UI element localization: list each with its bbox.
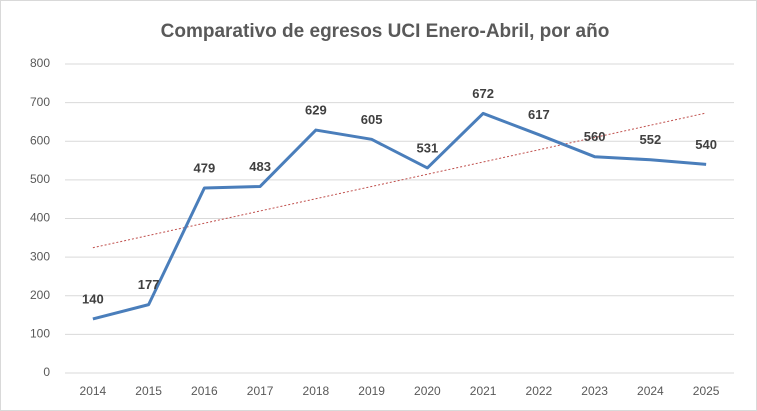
y-tick-label: 0 — [43, 365, 50, 379]
data-label: 629 — [305, 102, 327, 117]
y-tick-label: 600 — [30, 133, 50, 147]
x-tick-label: 2022 — [526, 384, 553, 398]
data-label: 560 — [584, 129, 606, 144]
x-tick-label: 2014 — [80, 384, 107, 398]
data-label: 140 — [82, 291, 104, 306]
x-tick-label: 2024 — [637, 384, 664, 398]
data-line — [92, 111, 707, 321]
x-tick-label: 2023 — [581, 384, 608, 398]
y-tick-label: 400 — [30, 211, 50, 225]
y-tick-label: 500 — [30, 172, 50, 186]
chart-title: Comparativo de egresos UCI Enero-Abril, … — [161, 21, 610, 42]
data-label: 617 — [528, 107, 550, 122]
data-label: 483 — [249, 159, 271, 174]
y-tick-label: 700 — [30, 95, 50, 109]
x-tick-label: 2019 — [358, 384, 385, 398]
data-label: 552 — [640, 132, 662, 147]
y-tick-label: 300 — [30, 249, 50, 263]
y-tick-label: 100 — [30, 327, 50, 341]
x-tick-label: 2018 — [303, 384, 330, 398]
data-label: 177 — [138, 277, 160, 292]
y-tick-label: 800 — [30, 56, 50, 70]
data-label: 672 — [472, 86, 494, 101]
x-tick-label: 2021 — [470, 384, 497, 398]
data-label: 540 — [695, 137, 717, 152]
data-label: 531 — [417, 140, 439, 155]
x-tick-label: 2025 — [693, 384, 720, 398]
x-tick-label: 2020 — [414, 384, 441, 398]
data-label: 605 — [361, 112, 383, 127]
x-tick-label: 2017 — [247, 384, 274, 398]
data-label: 479 — [194, 160, 216, 175]
x-tick-label: 2016 — [191, 384, 218, 398]
trendline — [92, 112, 707, 249]
x-tick-label: 2015 — [135, 384, 162, 398]
y-tick-label: 200 — [30, 288, 50, 302]
